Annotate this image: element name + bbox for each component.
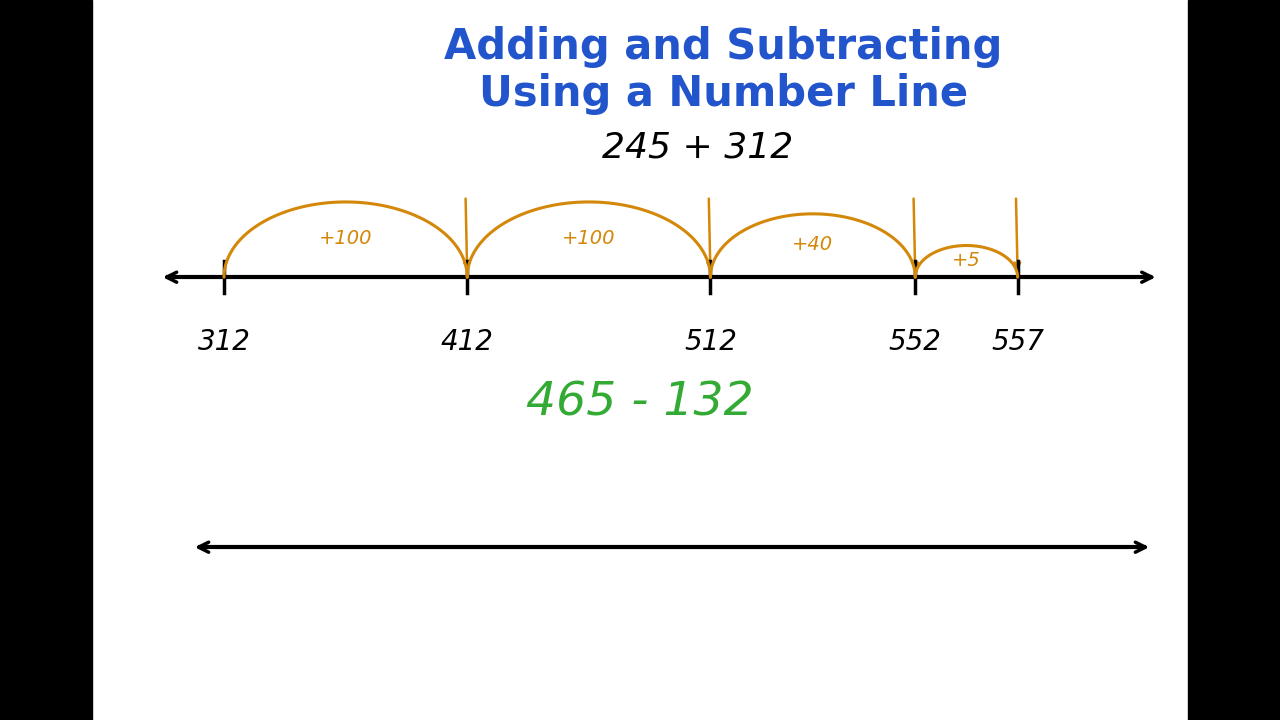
Text: 245 + 312: 245 + 312 [602, 130, 794, 165]
Text: 557: 557 [991, 328, 1044, 356]
Text: 552: 552 [888, 328, 942, 356]
Text: +5: +5 [952, 251, 980, 270]
Bar [1188, 0, 1280, 720]
Text: 465 - 132: 465 - 132 [526, 381, 754, 426]
Text: 512: 512 [684, 328, 737, 356]
Text: +100: +100 [319, 228, 372, 248]
Text: Adding and Subtracting: Adding and Subtracting [444, 26, 1002, 68]
Text: 412: 412 [440, 328, 494, 356]
Text: 312: 312 [197, 328, 251, 356]
Text: +100: +100 [562, 228, 616, 248]
Text: +40: +40 [792, 235, 833, 253]
Text: Using a Number Line: Using a Number Line [479, 73, 968, 114]
Bar [0, 0, 92, 720]
